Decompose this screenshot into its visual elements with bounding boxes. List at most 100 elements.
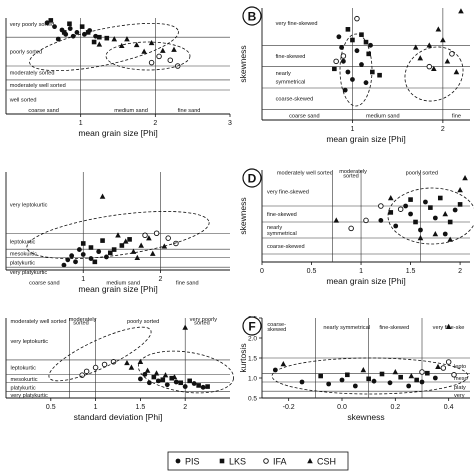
x-axis-label: mean grain size [Phi] xyxy=(78,284,157,294)
point-csh xyxy=(148,39,155,46)
class-label: moderately well sorted xyxy=(10,83,66,89)
legend-lks-label: LKS xyxy=(229,457,246,467)
point-pis xyxy=(423,199,428,205)
y-tick-label: 0.5 xyxy=(248,396,257,403)
point-pis xyxy=(299,379,305,385)
point-pis xyxy=(173,379,179,385)
point-ifa xyxy=(449,51,455,57)
point-pis xyxy=(191,381,197,386)
point-pis xyxy=(452,207,458,213)
class-label: very leptokurtic xyxy=(10,339,48,345)
point-pis xyxy=(350,77,355,82)
point-pis xyxy=(406,383,412,389)
point-lks xyxy=(205,384,210,389)
class-label: fine-skewed xyxy=(267,212,297,218)
x-tick-label: 0.0 xyxy=(337,404,347,411)
legend-ifa-label: IFA xyxy=(273,457,287,467)
zone-label: poorly sorted xyxy=(127,319,159,325)
point-lks xyxy=(366,376,371,382)
x-tick-label: 0.5 xyxy=(307,268,317,275)
point-csh xyxy=(118,42,125,49)
point-lks xyxy=(92,259,98,265)
x-axis-label: skewness xyxy=(347,412,384,422)
zone-label: coarse- xyxy=(267,322,286,328)
point-pis xyxy=(52,24,57,30)
point-pis xyxy=(432,375,438,381)
y-axis-label: kurtosis xyxy=(238,343,248,372)
panel-letter: B xyxy=(248,10,257,24)
point-lks xyxy=(187,378,192,384)
zone-label: sorted xyxy=(343,174,359,180)
point-pis xyxy=(403,203,409,209)
point-csh xyxy=(392,369,399,375)
point-ifa xyxy=(92,364,99,371)
class-label: very platykurtic xyxy=(10,270,48,276)
point-lks xyxy=(379,371,385,377)
class-label: poorly sorted xyxy=(10,50,42,56)
class-label: fine-skewed xyxy=(276,54,306,60)
point-ifa xyxy=(101,361,108,368)
zone-label: sorted xyxy=(73,321,89,327)
point-lks xyxy=(332,66,337,72)
point-ifa xyxy=(167,57,174,63)
point-pis xyxy=(408,211,413,217)
point-ifa xyxy=(440,365,447,371)
point-csh xyxy=(447,236,453,242)
legend-frame xyxy=(167,451,349,471)
zone-label: medium sand xyxy=(106,280,140,286)
point-lks xyxy=(350,37,355,43)
y-axis-label: skewness xyxy=(238,197,248,234)
class-label: very fine-skewed xyxy=(267,190,309,196)
class-label: moderately sorted xyxy=(10,71,55,77)
point-ifa xyxy=(165,235,171,241)
group-ellipse xyxy=(29,22,179,72)
panel-letter-badge xyxy=(242,316,262,336)
class-label: nearly xyxy=(276,71,291,77)
zone-label: moderately xyxy=(69,317,97,323)
zone-label: coarse sand xyxy=(29,280,59,286)
class-label: very platykurtic xyxy=(10,393,48,399)
point-lks xyxy=(111,247,117,252)
zone-label: fine sand xyxy=(176,280,199,286)
point-lks xyxy=(104,35,110,41)
point-csh xyxy=(457,187,463,193)
point-pis xyxy=(336,34,342,40)
y-tick-label: 2.0 xyxy=(248,336,257,343)
point-csh xyxy=(141,48,147,54)
point-csh xyxy=(124,359,130,366)
point-pis xyxy=(387,380,393,386)
legend-csh-label: CSH xyxy=(317,457,336,467)
point-csh xyxy=(146,235,152,241)
point-pis xyxy=(442,231,448,237)
class-label: well sorted xyxy=(9,98,37,104)
point-lks xyxy=(359,32,364,37)
point-ifa xyxy=(378,203,384,209)
point-csh xyxy=(458,8,464,14)
point-ifa xyxy=(148,59,155,66)
x-tick-label: 1 xyxy=(94,404,98,411)
zone-label: sorted xyxy=(194,321,210,327)
group-ellipse xyxy=(404,46,464,102)
point-csh xyxy=(417,235,424,241)
point-pis xyxy=(96,249,102,255)
point-csh xyxy=(171,374,178,380)
panel-letter-badge xyxy=(242,168,262,188)
point-csh xyxy=(138,242,144,248)
class-label: mesokurtic xyxy=(10,377,37,383)
point-lks xyxy=(345,27,351,32)
point-lks xyxy=(388,210,394,215)
class-label: platy xyxy=(454,385,466,391)
point-pis xyxy=(371,378,377,384)
x-tick-label: 1 xyxy=(350,126,354,133)
legend-lks-icon xyxy=(219,458,225,464)
point-lks xyxy=(413,219,418,225)
point-csh xyxy=(111,36,118,42)
x-tick-label: 2 xyxy=(159,276,163,283)
point-pis xyxy=(393,223,399,229)
point-pis xyxy=(73,259,78,265)
point-lks xyxy=(377,72,382,78)
x-tick-label: 0.5 xyxy=(46,404,56,411)
point-ifa xyxy=(156,53,162,60)
point-ifa xyxy=(363,217,369,224)
point-lks xyxy=(107,250,113,256)
